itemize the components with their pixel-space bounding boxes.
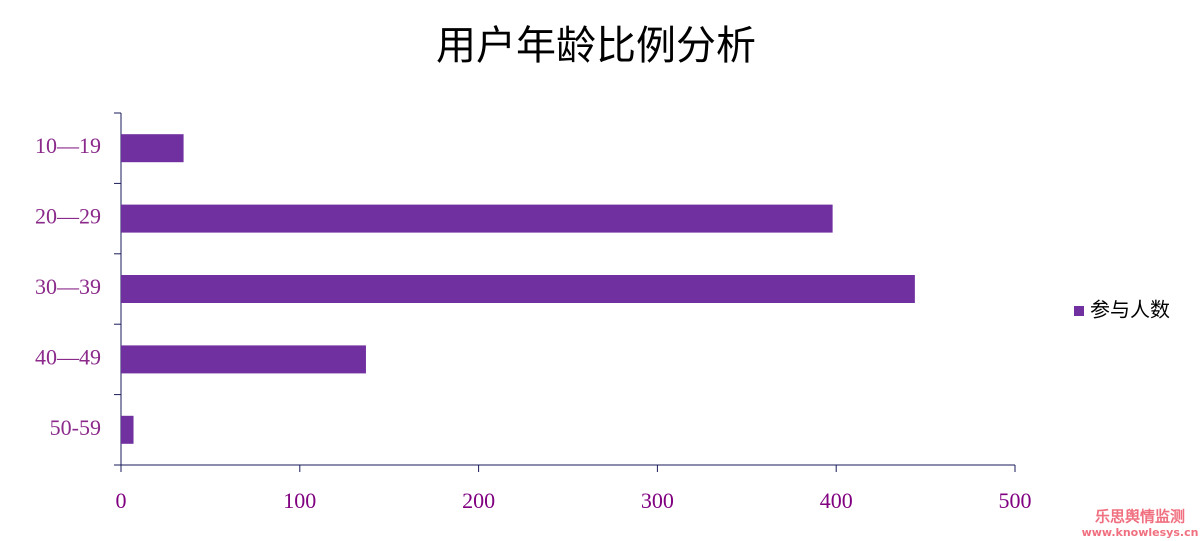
- chart-title: 用户年龄比例分析: [436, 23, 756, 68]
- x-tick-label: 300: [641, 488, 674, 513]
- bar: [121, 134, 184, 163]
- bar: [121, 415, 134, 444]
- x-tick-label: 0: [116, 488, 127, 513]
- legend-swatch: [1074, 306, 1084, 316]
- legend-label: 参与人数: [1090, 298, 1170, 322]
- y-tick-label: 40—49: [35, 344, 101, 369]
- y-tick-label: 10—19: [35, 133, 101, 158]
- x-tick-label: 200: [462, 488, 495, 513]
- x-tick-label: 100: [283, 488, 316, 513]
- y-tick-label: 50-59: [50, 415, 101, 440]
- x-tick-label: 400: [820, 488, 853, 513]
- watermark-url: www.knowlesys.cn: [1082, 526, 1199, 539]
- bar: [121, 204, 833, 233]
- bar: [121, 275, 915, 303]
- x-tick-label: 500: [999, 488, 1032, 513]
- y-tick-label: 30—39: [35, 274, 101, 299]
- y-tick-label: 20—29: [35, 204, 101, 229]
- watermark-name: 乐思舆情监测: [1095, 508, 1185, 526]
- bar: [121, 345, 366, 374]
